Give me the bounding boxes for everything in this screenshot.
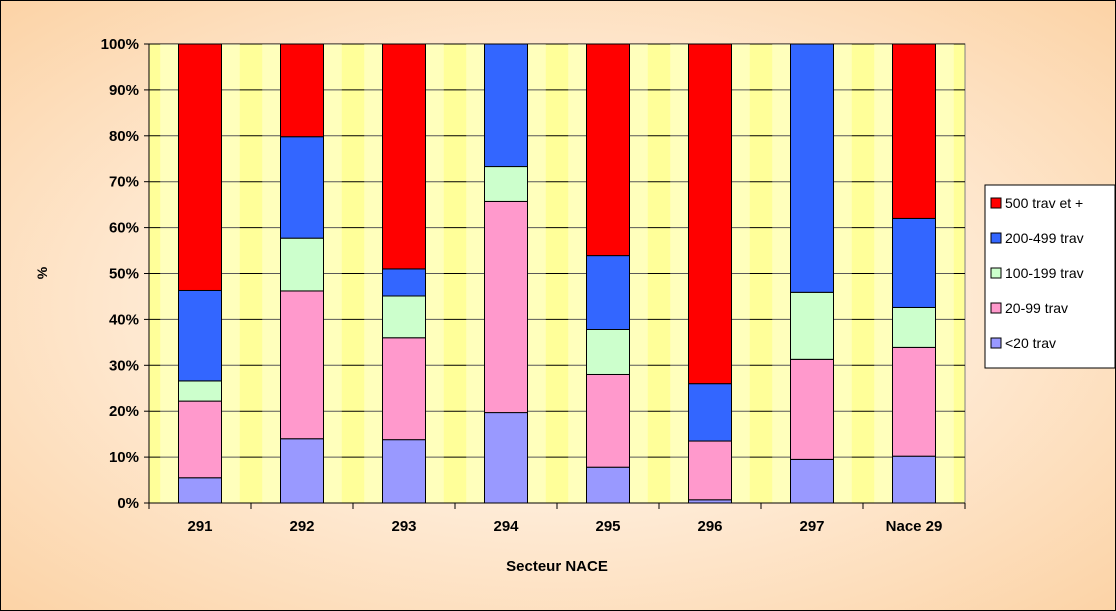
bar-segment [586,43,630,257]
x-tick-label: 294 [493,518,519,535]
bar-segment [280,136,324,239]
bar-segment [382,43,426,270]
y-tick-label: 70% [109,174,139,191]
y-tick-label: 20% [109,403,139,420]
bar-segment [484,412,528,504]
bar-segment [790,291,834,360]
bar-segment [382,268,426,297]
y-tick-label: 50% [109,266,139,283]
bar-segment [178,400,222,479]
bar-segment [280,43,324,138]
bar-segment [892,43,936,219]
x-tick-label: 291 [187,518,212,535]
y-tick-label: 30% [109,357,139,374]
bar-segment [586,328,630,375]
x-tick-label: 296 [697,518,722,535]
legend-entry: 200-499 trav [1005,230,1084,246]
x-tick-label: 293 [391,518,416,535]
legend: 500 trav et + 200-499 trav 100-199 trav 20-… [984,184,1115,369]
bar-segment [484,43,528,168]
bar-segment [586,373,630,468]
bar-segment [790,358,834,460]
bar-segment [280,438,324,504]
y-tick-labels: 0% 10% 20% 30% 40% 50% 60% 70% 80% 90% 100% [101,36,139,512]
y-tick-label: 0% [117,495,139,512]
y-tick-label: 10% [109,449,139,466]
bar-segment [178,380,222,402]
bars [178,43,936,504]
legend-box [984,184,1115,369]
legend-entry: 100-199 trav [1005,265,1084,281]
y-tick-label: 100% [101,36,139,53]
bar-segment [892,217,936,308]
bar-segment [178,289,222,382]
legend-swatch [990,197,1002,209]
bar-segment [484,166,528,202]
bar-segment [382,439,426,504]
legend-entry: 500 trav et + [1005,195,1083,211]
y-tick-label: 40% [109,311,139,328]
y-tick-label: 90% [109,82,139,99]
y-tick-label: 60% [109,220,139,237]
x-tick-labels: 291 292 293 294 295 296 297 Nace 29 [187,518,942,535]
bar-segment [178,477,222,504]
bar-segment [688,440,732,501]
legend-entry: <20 trav [1005,335,1056,351]
bar-segment [892,306,936,348]
bar-segment [280,290,324,440]
bar-segment [892,455,936,504]
bar-segment [688,383,732,442]
bar-segment [790,458,834,504]
bar-segment [484,200,528,414]
legend-entry: 20-99 trav [1005,300,1068,316]
bar-segment [892,346,936,457]
bar-segment [790,43,834,293]
bar-segment [178,43,222,291]
bar-segment [382,337,426,441]
legend-swatch [990,232,1002,244]
bar-segment [382,295,426,339]
y-tick-label: 80% [109,128,139,145]
bar-segment [586,255,630,330]
x-tick-label: 292 [289,518,314,535]
legend-swatch [990,302,1002,314]
x-tick-label: 297 [799,518,824,535]
bar-segment [586,466,630,504]
bar-segment [280,237,324,292]
y-axis-label: % [34,266,50,279]
x-axis-label: Secteur NACE [506,558,608,575]
x-tick-label: Nace 29 [886,518,943,535]
axes [144,43,966,509]
bar-segment [688,43,732,385]
x-tick-label: 295 [595,518,620,535]
legend-swatch [990,337,1002,349]
legend-swatch [990,267,1002,279]
